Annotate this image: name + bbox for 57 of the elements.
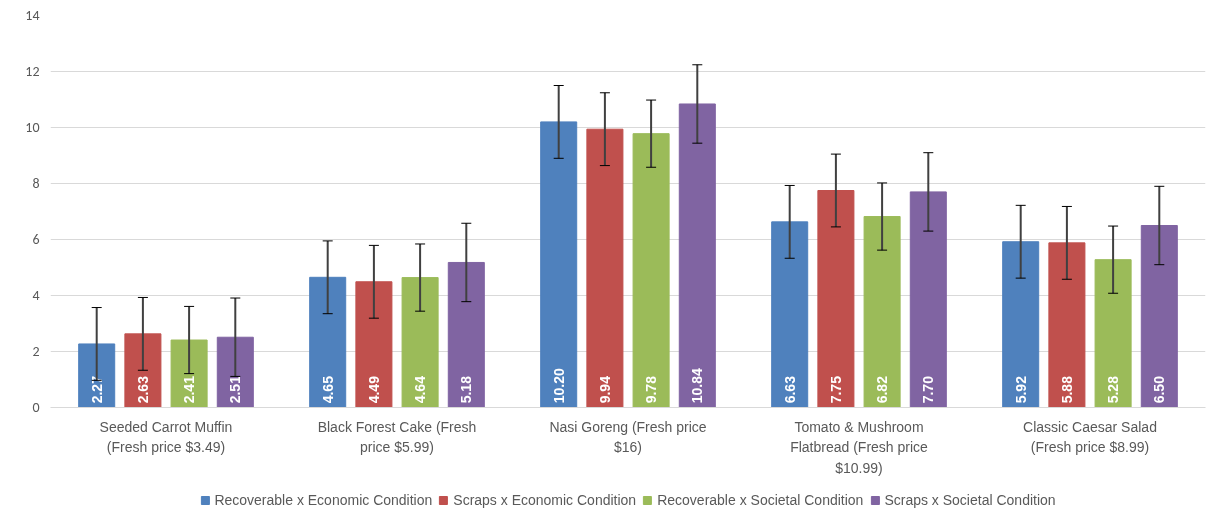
bar — [401, 277, 439, 408]
data-label: 6.63 — [781, 375, 798, 404]
bar — [124, 333, 162, 408]
bar — [909, 191, 947, 408]
bar — [863, 216, 901, 408]
bar — [1048, 242, 1086, 408]
data-label: 2.27 — [88, 375, 105, 404]
bar — [632, 133, 670, 408]
data-label: 4.64 — [412, 375, 429, 404]
data-label: 2.51 — [227, 375, 244, 404]
y-tick-label: 14 — [25, 7, 40, 24]
bar — [817, 190, 855, 408]
data-label: 5.28 — [1105, 375, 1122, 404]
bar — [216, 336, 254, 408]
bar — [78, 343, 116, 408]
data-label: 9.94 — [596, 375, 613, 404]
bar — [309, 276, 347, 408]
x-tick-label: Nasi Goreng (Fresh price $16) — [549, 418, 707, 456]
x-tick-label: Tomato & Mushroom Flatbread (Fresh price $10.99) — [790, 418, 929, 477]
y-tick-label: 6 — [32, 231, 40, 248]
legend-label: Scraps x Societal Condition — [884, 491, 1056, 508]
data-label: 5.92 — [1012, 375, 1029, 404]
x-tick-label: Seeded Carrot Muffin (Fresh price $3.49) — [99, 418, 233, 456]
y-tick-label: 12 — [25, 63, 40, 80]
bar — [1094, 259, 1132, 408]
data-label: 6.50 — [1151, 375, 1168, 404]
y-tick-label: 2 — [32, 343, 40, 360]
legend-label: Scraps x Economic Condition — [453, 491, 637, 508]
bar — [170, 339, 208, 408]
bar — [447, 261, 485, 408]
bar — [1002, 241, 1040, 408]
bar — [540, 121, 578, 408]
data-label: 7.70 — [920, 375, 937, 404]
bar — [586, 128, 624, 408]
data-label: 10.20 — [550, 368, 567, 404]
data-label: 5.18 — [458, 375, 475, 404]
legend-label: Recoverable x Societal Condition — [657, 491, 864, 508]
y-tick-label: 8 — [32, 175, 40, 192]
x-tick-label: Classic Caesar Salad (Fresh price $8.99) — [1023, 418, 1157, 456]
bar — [771, 221, 809, 408]
y-tick-label: 10 — [25, 119, 40, 136]
data-label: 7.75 — [827, 375, 844, 404]
data-label: 5.88 — [1058, 375, 1075, 404]
legend-label: Recoverable x Economic Condition — [214, 491, 433, 508]
data-label: 6.82 — [874, 375, 891, 404]
y-tick-label: 0 — [32, 399, 40, 416]
x-tick-label: Black Forest Cake (Fresh price $5.99) — [317, 418, 477, 456]
data-label: 10.84 — [689, 368, 706, 404]
bar — [1140, 225, 1178, 408]
bar — [678, 103, 716, 408]
data-label: 4.65 — [319, 375, 336, 404]
y-tick-label: 4 — [32, 287, 40, 304]
data-label: 9.78 — [643, 375, 660, 404]
data-label: 2.63 — [134, 375, 151, 404]
bar — [355, 281, 393, 408]
data-label: 2.41 — [181, 375, 198, 404]
data-label: 4.49 — [365, 375, 382, 404]
